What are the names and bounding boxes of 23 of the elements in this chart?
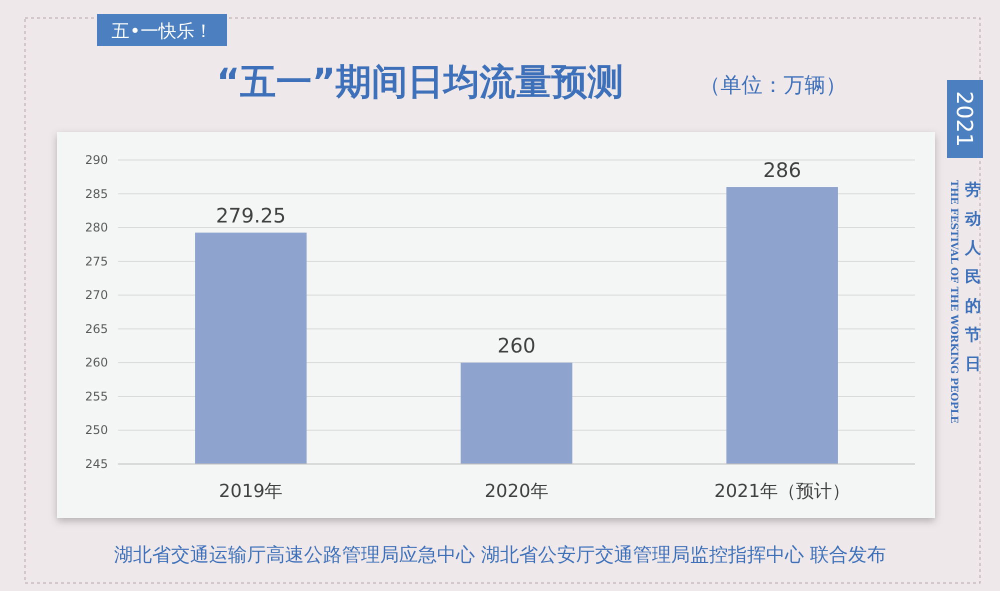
- y-tick-label: 275: [85, 254, 108, 268]
- y-tick-label: 255: [85, 389, 108, 404]
- greeting-badge: 五•一快乐！: [97, 14, 227, 46]
- y-tick-label: 260: [85, 356, 108, 370]
- chart-subtitle: （单位：万辆）: [700, 73, 846, 97]
- data-label: 286: [763, 158, 802, 182]
- y-tick-label: 290: [85, 153, 108, 167]
- text: 湖北省交通运输厅高速公路管理局应急中心 湖北省公安厅交通管理局监控指挥中心 联合发布: [114, 544, 886, 566]
- y-tick-label: 285: [85, 186, 108, 201]
- text: 2021: [951, 91, 976, 147]
- y-tick-label: 245: [85, 457, 108, 471]
- x-tick-label: 2019年: [218, 481, 283, 502]
- x-tick-label: 2021年（预计）: [714, 481, 850, 502]
- y-tick-label: 280: [85, 220, 108, 235]
- y-tick-label: 270: [85, 288, 108, 302]
- data-label: 279.25: [216, 204, 286, 228]
- x-tick-label: 2020年: [484, 481, 548, 502]
- text: 劳动人民的节日: [964, 180, 982, 373]
- text: THE FESTIVAL OF THE WORKING PEOPLE: [948, 180, 959, 424]
- chart-title: “五一”期间日均流量预测: [216, 62, 624, 103]
- data-label: 260: [497, 334, 536, 358]
- y-tick-label: 250: [85, 423, 108, 438]
- y-tick-label: 265: [85, 322, 108, 336]
